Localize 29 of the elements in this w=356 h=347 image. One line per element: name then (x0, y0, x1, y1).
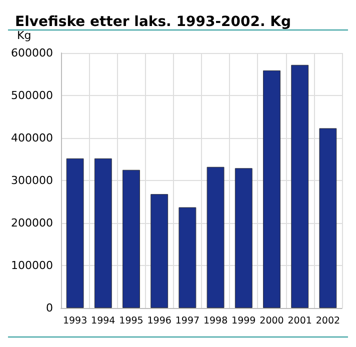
bar (150, 194, 168, 308)
x-tick-label: 1999 (232, 316, 256, 326)
y-tick-label: 600000 (10, 46, 53, 60)
x-tick-label: 2000 (260, 316, 284, 326)
y-axis-title: Kg (16, 29, 32, 42)
x-tick-label: 1994 (91, 316, 116, 326)
bar (291, 64, 309, 308)
bar (319, 128, 337, 308)
y-tick-label: 400000 (10, 132, 53, 144)
bar (122, 170, 140, 308)
chart-title: Elvefiske etter laks. 1993-2002. Kg (15, 14, 292, 30)
x-tick-label: 1998 (203, 316, 228, 326)
bar (66, 158, 84, 308)
x-tick-label: 1995 (119, 316, 144, 326)
bar (94, 158, 112, 308)
bar (178, 207, 196, 308)
x-tick-label: 1997 (175, 316, 200, 326)
y-tick-label: 100000 (10, 259, 53, 272)
x-tick-label: 2002 (316, 316, 340, 326)
bar (206, 166, 224, 308)
y-tick-label: 500000 (10, 89, 53, 102)
x-tick-label: 1993 (62, 316, 88, 326)
y-tick-label: 200000 (10, 216, 53, 230)
bar (263, 70, 280, 308)
x-tick-label: 2001 (288, 316, 312, 326)
bar (234, 168, 252, 308)
y-tick-label: 300000 (10, 174, 53, 187)
x-tick-label: 1996 (147, 316, 172, 326)
y-tick-label: 0 (46, 302, 53, 314)
